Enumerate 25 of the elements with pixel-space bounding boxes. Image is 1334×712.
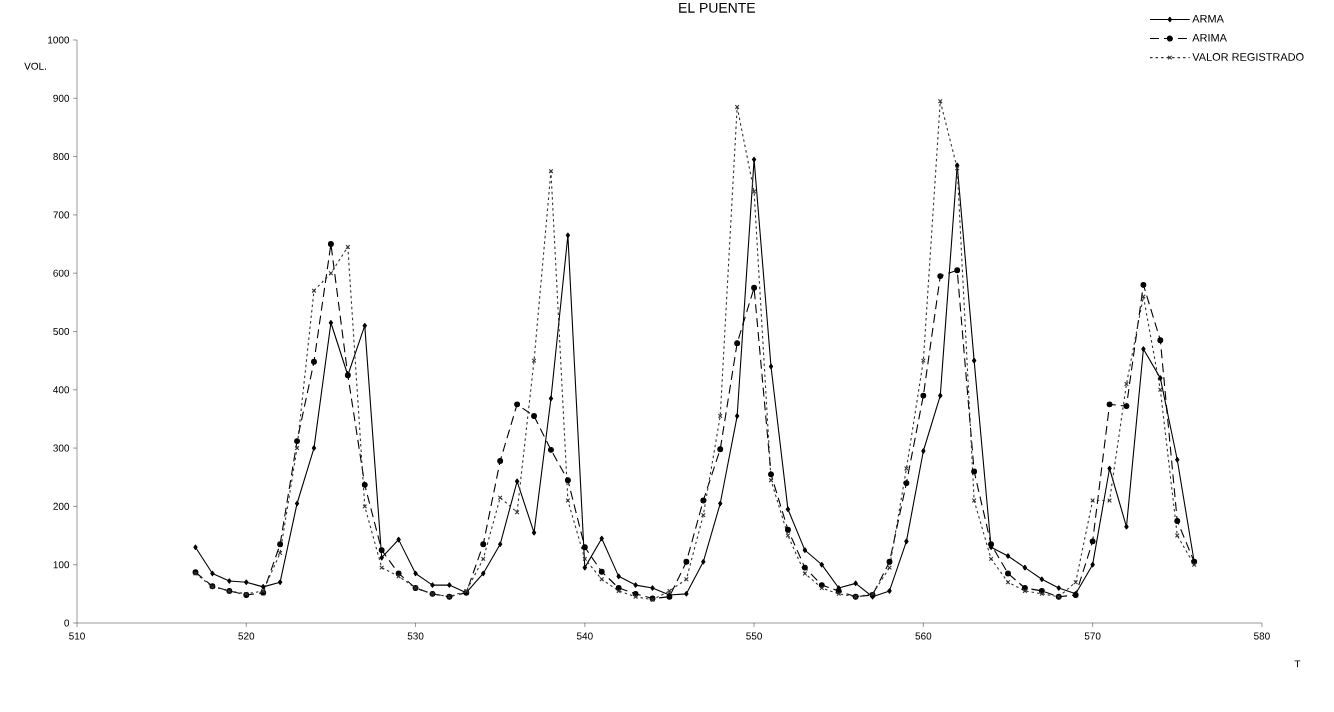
y-tick-label: 800 [53,153,70,161]
legend-label: ARMA [1192,15,1224,23]
legend-label: ARIMA [1192,34,1227,42]
x-tick-label: 510 [69,632,85,640]
y-tick-label: 300 [53,444,70,452]
x-axis-title: T [1294,660,1301,668]
y-tick-label: 0 [64,619,70,627]
y-tick-label: 700 [53,211,70,219]
x-tick-label: 540 [576,632,593,640]
y-tick-label: 900 [53,94,70,102]
y-tick-label: 200 [53,502,70,510]
x-tick-label: 560 [915,632,932,640]
y-tick-label: 1000 [48,36,70,44]
x-tick-label: 570 [1084,632,1101,640]
x-tick-label: 530 [407,632,424,640]
y-tick-label: 100 [53,561,70,569]
x-tick-label: 580 [1253,632,1270,640]
legend-label: VALOR REGISTRADO [1192,53,1304,61]
x-tick-label: 520 [238,632,255,640]
y-axis-title: VOL. [24,62,46,70]
x-tick-label: 550 [746,632,763,640]
y-tick-label: 500 [53,327,70,336]
chart-title: EL PUENTE [679,3,755,13]
y-tick-label: 600 [53,269,70,277]
y-tick-label: 400 [53,386,70,394]
